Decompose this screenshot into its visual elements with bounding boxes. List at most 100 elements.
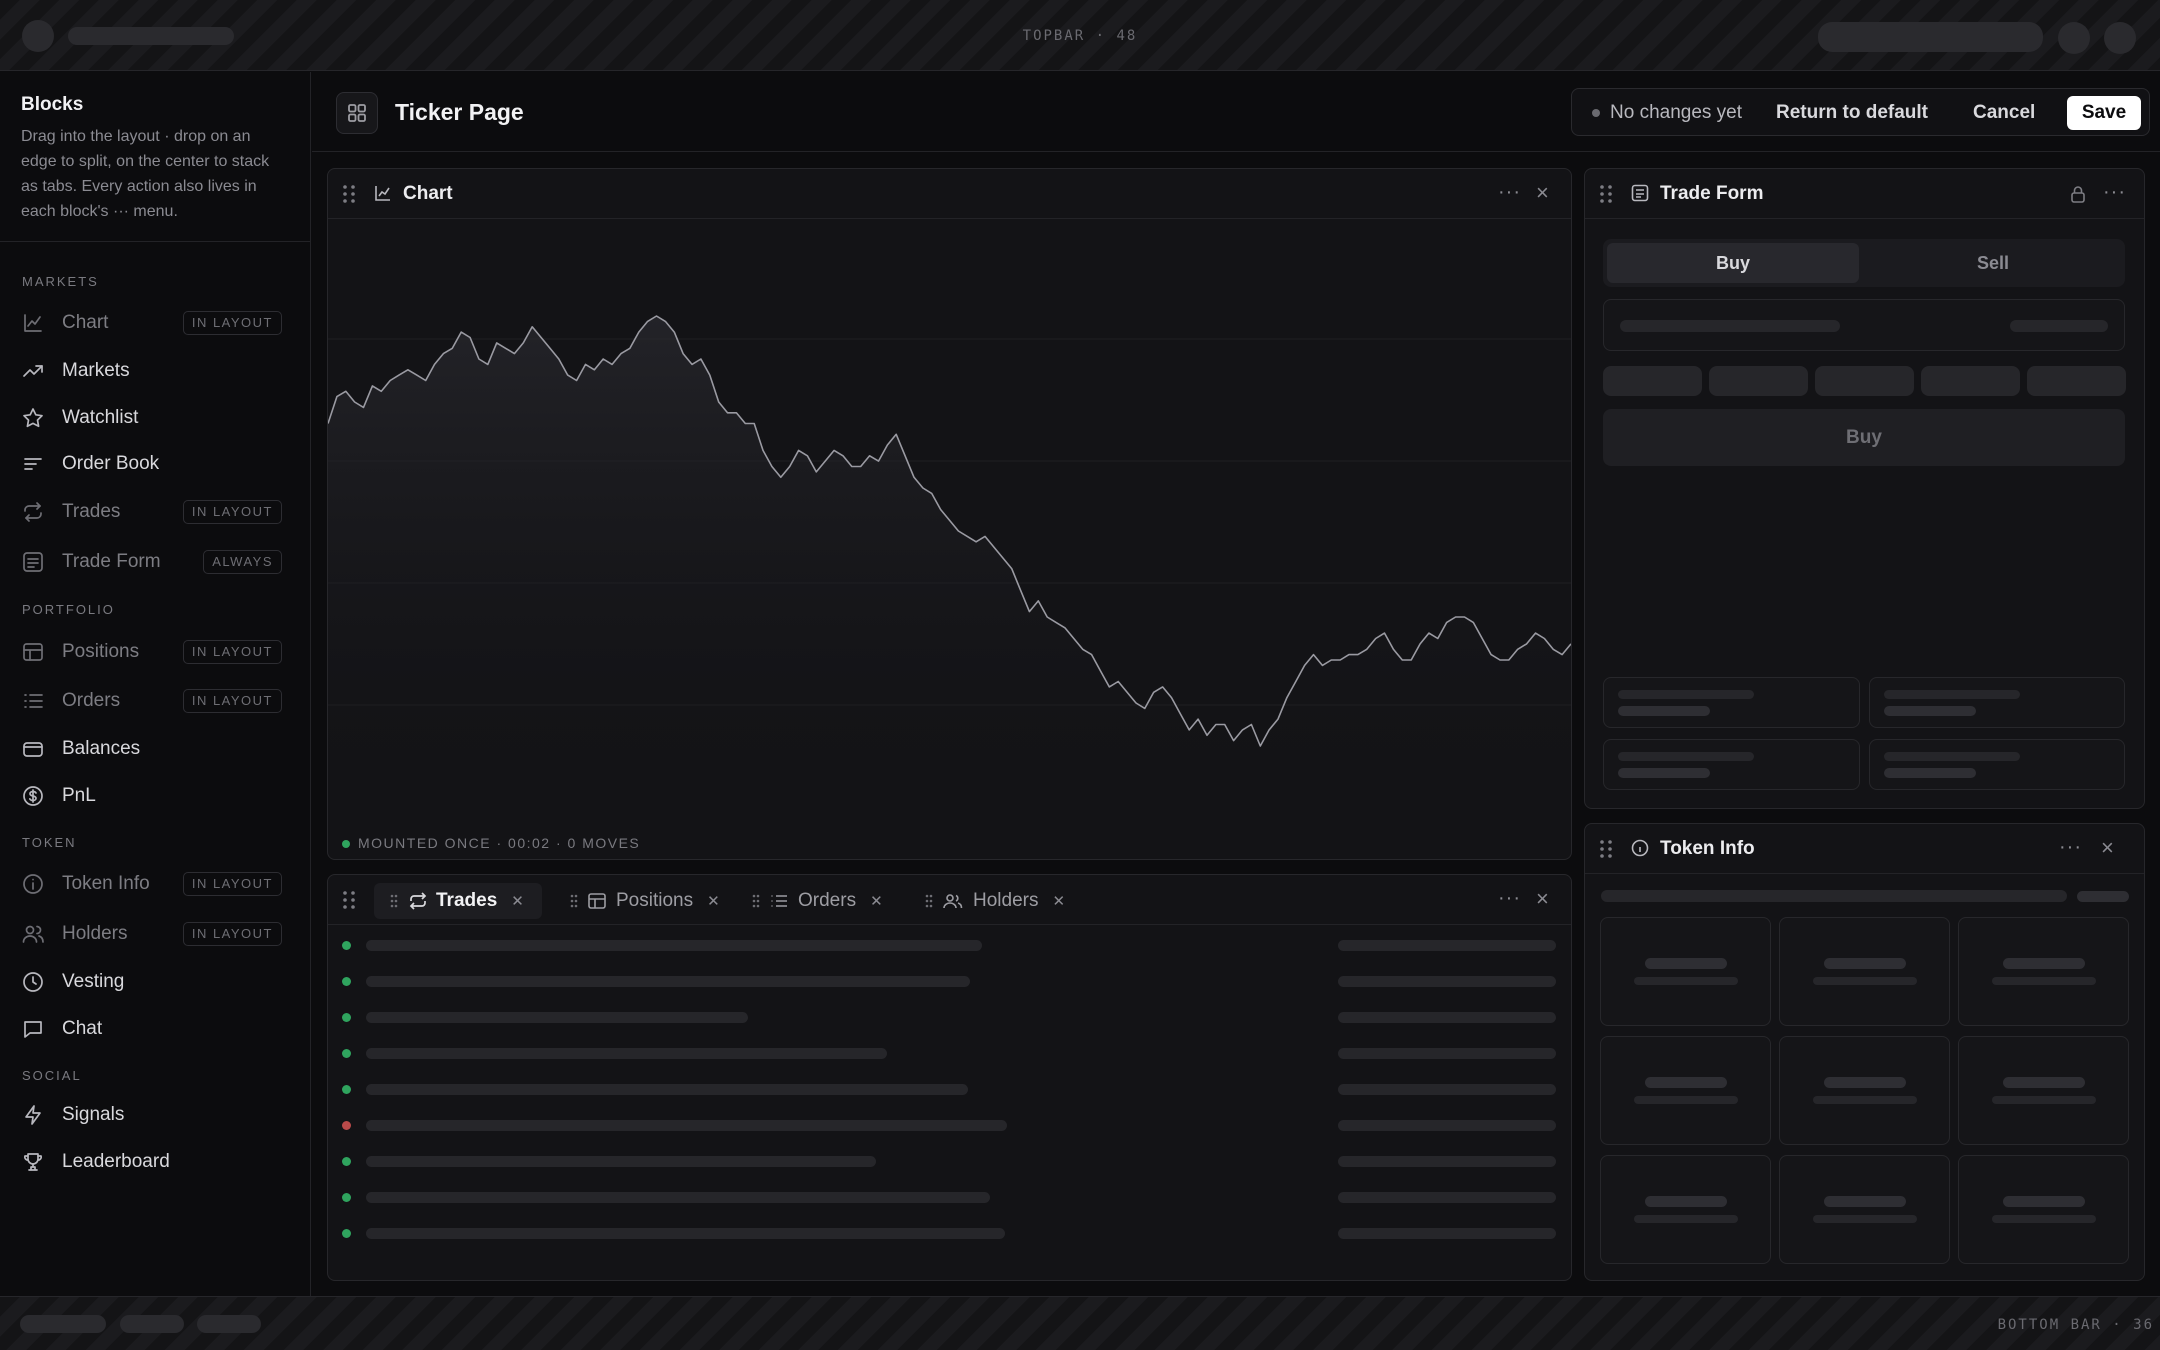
sidebar-item-label: PnL — [62, 785, 96, 806]
topbar-avatar[interactable] — [22, 20, 54, 52]
page-header: Ticker Page No changes yet Return to def… — [312, 72, 2160, 152]
trade-row-placeholder[interactable] — [366, 1120, 1007, 1131]
more-menu-icon[interactable]: ··· — [2103, 181, 2126, 203]
drag-handle-icon[interactable] — [342, 184, 356, 204]
cancel-button[interactable]: Cancel — [1973, 102, 2036, 123]
sidebar-item-watchlist[interactable]: Watchlist — [22, 400, 284, 436]
sidebar-item-chart[interactable]: Chart IN LAYOUT — [22, 305, 284, 341]
grip-icon[interactable] — [570, 894, 578, 908]
users-icon — [943, 894, 963, 909]
clock-icon — [22, 971, 44, 993]
layout-grid-button[interactable] — [336, 92, 378, 134]
close-tab-icon[interactable]: ✕ — [707, 893, 720, 910]
amount-placeholder — [1620, 320, 1840, 332]
sidebar-item-balances[interactable]: Balances — [22, 731, 284, 767]
topbar-profile[interactable] — [2104, 22, 2136, 54]
drag-handle-icon[interactable] — [1599, 184, 1613, 204]
tab-orders[interactable]: Orders ✕ — [742, 883, 893, 919]
trade-row-placeholder[interactable] — [366, 1012, 748, 1023]
trade-row-placeholder[interactable] — [366, 1228, 1005, 1239]
close-icon[interactable]: × — [1536, 180, 1549, 205]
block-status-badge: IN LAYOUT — [182, 922, 282, 946]
more-menu-icon[interactable]: ··· — [1498, 887, 1521, 909]
topbar-search-placeholder[interactable] — [1818, 22, 2043, 52]
sidebar-item-label: Leaderboard — [62, 1151, 170, 1172]
tab-positions[interactable]: Positions ✕ — [560, 883, 730, 919]
sidebar-item-label: Positions — [62, 641, 140, 662]
trade-row-placeholder[interactable] — [366, 1192, 990, 1203]
drag-handle-icon[interactable] — [1599, 839, 1613, 859]
sidebar-item-positions[interactable]: Positions IN LAYOUT — [22, 634, 284, 670]
more-menu-icon[interactable]: ··· — [1498, 181, 1521, 203]
save-button[interactable]: Save — [2067, 96, 2141, 130]
chart-status-text: MOUNTED ONCE · 00:02 · 0 MOVES — [358, 835, 641, 851]
order-book-icon — [22, 453, 44, 475]
buy-submit-button[interactable]: Buy — [1603, 409, 2125, 466]
trade-row-placeholder[interactable] — [366, 940, 982, 951]
tab-holders[interactable]: Holders ✕ — [915, 883, 1075, 919]
grip-icon[interactable] — [390, 894, 398, 908]
trade-row-placeholder[interactable] — [366, 1156, 876, 1167]
sidebar-item-vesting[interactable]: Vesting — [22, 964, 284, 1000]
sell-tab[interactable]: Sell — [1976, 253, 2010, 273]
sidebar-item-label: Holders — [62, 923, 128, 944]
close-icon[interactable]: × — [1536, 886, 1549, 911]
price-chart — [328, 315, 1571, 811]
sidebar-item-holders[interactable]: Holders IN LAYOUT — [22, 916, 284, 952]
sidebar-item-order-book[interactable]: Order Book — [22, 446, 284, 482]
close-tab-icon[interactable]: ✕ — [1052, 893, 1066, 910]
info-icon — [22, 873, 44, 895]
return-to-default-button[interactable]: Return to default — [1776, 102, 1928, 123]
preset-chip[interactable] — [1921, 366, 2020, 396]
bottom-status-pill[interactable] — [197, 1315, 261, 1333]
trade-side-indicator — [342, 1049, 351, 1058]
sidebar-item-chat[interactable]: Chat — [22, 1011, 284, 1047]
more-menu-icon[interactable]: ··· — [2059, 836, 2082, 858]
sidebar-item-pnl[interactable]: PnL — [22, 778, 284, 814]
buy-tab[interactable]: Buy — [1607, 243, 1859, 283]
token-info-panel: Token Info ··· × — [1584, 823, 2145, 1281]
close-tab-icon[interactable]: ✕ — [870, 893, 883, 910]
bottom-status-pill[interactable] — [20, 1315, 106, 1333]
tab-label: Positions — [616, 890, 694, 911]
tab-trades[interactable]: Trades ✕ — [374, 883, 542, 919]
preset-chip[interactable] — [1815, 366, 1914, 396]
preset-chip[interactable] — [1603, 366, 1702, 396]
amount-input[interactable] — [1603, 299, 2125, 351]
trending-up-icon — [22, 360, 44, 382]
trade-side-indicator — [342, 1157, 351, 1166]
grip-icon[interactable] — [752, 894, 760, 908]
trade-row-placeholder[interactable] — [366, 976, 970, 987]
sidebar-item-token-info[interactable]: Token Info IN LAYOUT — [22, 866, 284, 902]
trade-value-placeholder — [1338, 1048, 1556, 1059]
changes-status: No changes yet — [1610, 102, 1743, 123]
close-tab-icon[interactable]: ✕ — [511, 893, 524, 910]
trade-side-indicator — [342, 1229, 351, 1238]
trade-row-placeholder[interactable] — [366, 1048, 887, 1059]
drag-handle-icon[interactable] — [342, 890, 356, 910]
preset-chip[interactable] — [1709, 366, 1808, 396]
sidebar-item-label: Trades — [62, 501, 121, 522]
tab-label: Trades — [436, 890, 498, 911]
sidebar-item-trades[interactable]: Trades IN LAYOUT — [22, 494, 284, 530]
token-stat-card — [1958, 917, 2129, 1026]
sidebar-item-leaderboard[interactable]: Leaderboard — [22, 1144, 284, 1180]
trade-row-placeholder[interactable] — [366, 1084, 968, 1095]
trade-form-panel: Trade Form ··· Buy Sell Buy — [1584, 168, 2145, 809]
sidebar-item-markets[interactable]: Markets — [22, 353, 284, 389]
sidebar-item-trade-form[interactable]: Trade Form ALWAYS — [22, 544, 284, 580]
bottom-status-pill[interactable] — [120, 1315, 184, 1333]
sidebar-description: Drag into the layout · drop on an edge t… — [21, 128, 270, 220]
block-status-badge: IN LAYOUT — [182, 311, 282, 335]
close-icon[interactable]: × — [2101, 835, 2114, 860]
token-stat-card — [1600, 1155, 1771, 1264]
tab-label: Orders — [798, 890, 857, 911]
token-summary-placeholder — [1601, 890, 2067, 902]
sidebar-item-signals[interactable]: Signals — [22, 1097, 284, 1133]
sidebar-item-orders[interactable]: Orders IN LAYOUT — [22, 683, 284, 719]
preset-chip[interactable] — [2027, 366, 2126, 396]
grip-icon[interactable] — [925, 894, 933, 908]
chat-icon — [22, 1018, 44, 1040]
topbar-notification[interactable] — [2058, 22, 2090, 54]
stat-card — [1603, 677, 1860, 728]
